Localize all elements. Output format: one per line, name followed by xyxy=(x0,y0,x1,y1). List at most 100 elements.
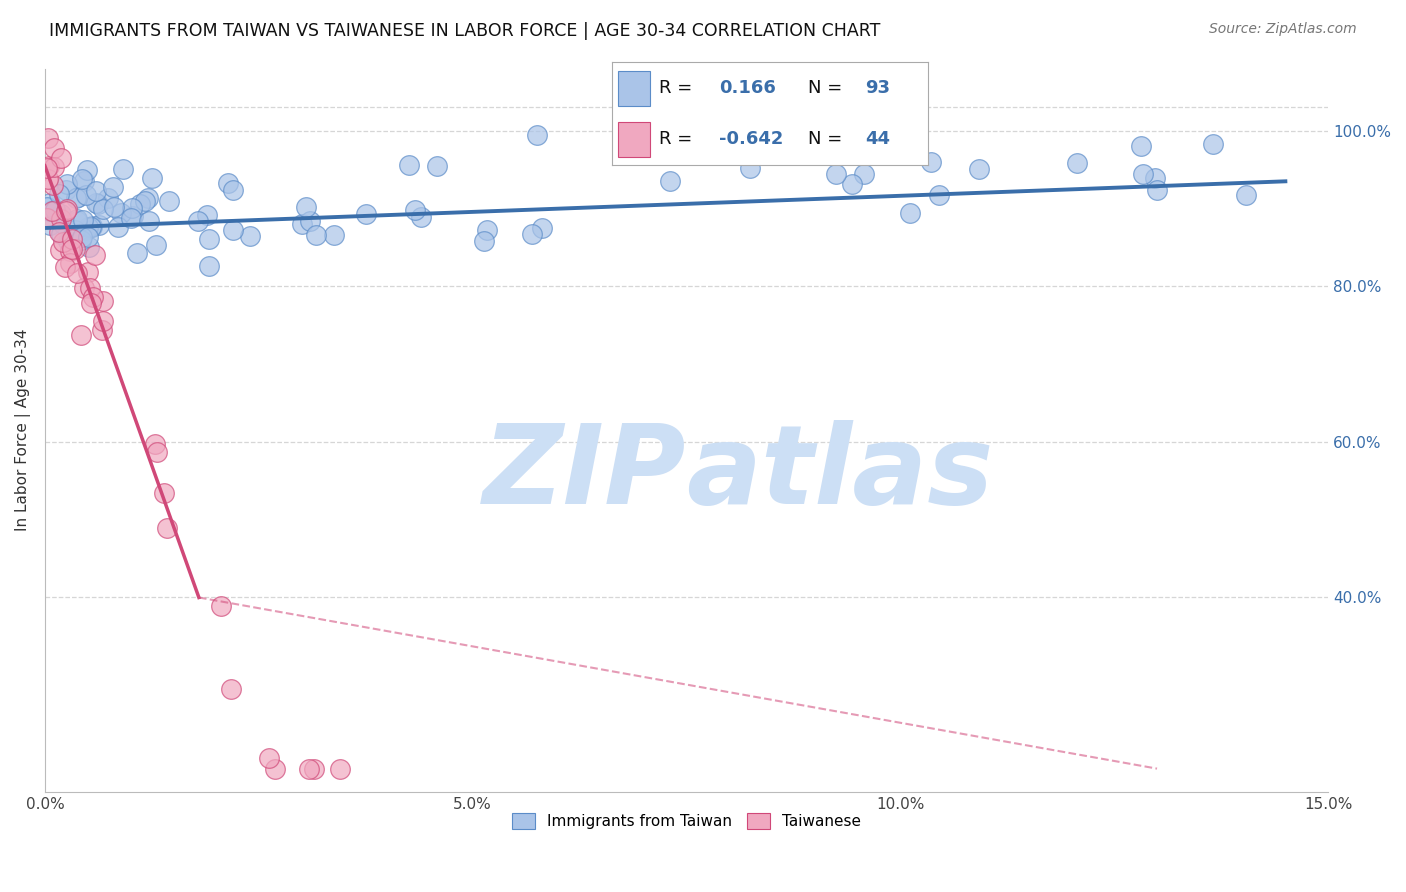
Point xyxy=(110,205,132,219)
Point xyxy=(198,232,221,246)
Point xyxy=(1234,187,1257,202)
Y-axis label: In Labor Force | Age 30-34: In Labor Force | Age 30-34 xyxy=(15,329,31,532)
Point xyxy=(209,599,232,613)
Text: 93: 93 xyxy=(865,79,890,97)
Point xyxy=(87,196,110,211)
Point xyxy=(72,172,94,186)
Point xyxy=(239,229,262,244)
Point xyxy=(56,177,79,191)
Point xyxy=(120,211,142,225)
Point xyxy=(294,200,316,214)
Point xyxy=(472,234,495,248)
Point xyxy=(290,217,312,231)
Point xyxy=(222,223,245,237)
Point xyxy=(128,197,150,211)
Point xyxy=(75,223,97,237)
Point xyxy=(853,167,876,181)
Point xyxy=(219,681,242,696)
Point xyxy=(49,152,72,166)
Point xyxy=(1129,139,1152,153)
Point xyxy=(72,213,94,227)
Point xyxy=(41,178,63,192)
Point xyxy=(967,162,990,177)
Point xyxy=(76,163,98,178)
Text: N =: N = xyxy=(808,130,842,148)
Point xyxy=(60,232,83,246)
Point xyxy=(44,202,66,217)
Point xyxy=(426,159,449,173)
Point xyxy=(83,248,105,262)
Point xyxy=(91,323,114,337)
Point xyxy=(1146,182,1168,196)
Point xyxy=(38,196,60,211)
Point xyxy=(44,160,66,174)
Point xyxy=(38,159,60,173)
Point xyxy=(59,244,82,258)
Point xyxy=(107,219,129,234)
Point xyxy=(35,201,58,215)
Point xyxy=(411,210,433,224)
Point xyxy=(53,260,76,274)
Point xyxy=(52,235,75,249)
Text: R =: R = xyxy=(659,79,692,97)
Point xyxy=(101,180,124,194)
Point xyxy=(398,158,420,172)
Point xyxy=(48,225,70,239)
Point xyxy=(404,203,426,218)
Point xyxy=(84,184,107,198)
Point xyxy=(82,289,104,303)
Point xyxy=(77,230,100,244)
Point xyxy=(91,202,114,216)
Point xyxy=(79,239,101,253)
Point xyxy=(159,194,181,208)
Point xyxy=(51,207,73,221)
Point xyxy=(70,327,93,342)
Point xyxy=(91,294,114,309)
Point xyxy=(526,128,548,142)
Point xyxy=(70,230,93,244)
Point xyxy=(1143,171,1166,186)
Point xyxy=(111,161,134,176)
Point xyxy=(49,243,72,257)
Point xyxy=(77,219,100,234)
Point xyxy=(257,751,280,765)
Point xyxy=(56,235,79,249)
Point xyxy=(73,174,96,188)
Point xyxy=(121,209,143,223)
Point xyxy=(37,172,59,186)
Point xyxy=(198,259,221,273)
Point xyxy=(304,762,326,776)
Point xyxy=(82,220,104,235)
Point xyxy=(55,203,77,218)
Point xyxy=(63,242,86,256)
Text: atlas: atlas xyxy=(686,420,994,527)
Bar xyxy=(619,122,650,157)
Legend: Immigrants from Taiwan, Taiwanese: Immigrants from Taiwan, Taiwanese xyxy=(506,806,868,835)
Point xyxy=(52,217,75,231)
Point xyxy=(145,237,167,252)
Point xyxy=(143,437,166,451)
Point xyxy=(329,762,352,776)
Point xyxy=(305,227,328,242)
Point xyxy=(37,211,59,225)
Point xyxy=(738,161,761,175)
Point xyxy=(75,187,97,202)
Point xyxy=(530,220,553,235)
Point xyxy=(42,141,65,155)
Point xyxy=(73,281,96,295)
Point xyxy=(928,188,950,202)
Text: R =: R = xyxy=(659,130,692,148)
Point xyxy=(187,214,209,228)
Point xyxy=(658,174,681,188)
Point xyxy=(134,194,156,209)
Point xyxy=(49,227,72,241)
Point xyxy=(146,445,169,459)
Point xyxy=(48,187,70,202)
Point xyxy=(55,183,77,197)
Point xyxy=(323,227,346,242)
Point xyxy=(222,183,245,197)
Point xyxy=(898,206,921,220)
Point xyxy=(65,212,87,227)
Point xyxy=(59,256,82,270)
Point xyxy=(825,167,848,181)
